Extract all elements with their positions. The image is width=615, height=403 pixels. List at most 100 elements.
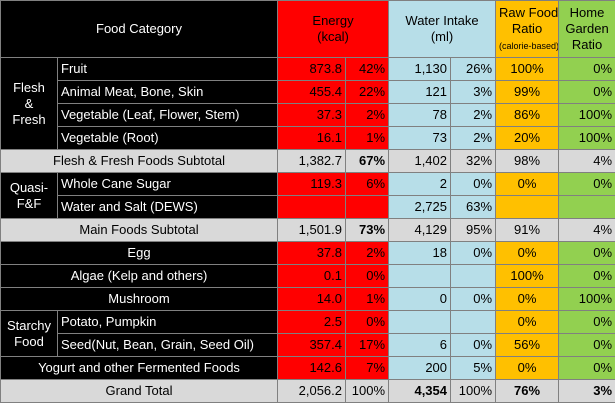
table-row-grand-total: Grand Total 2,056.2 100% 4,354 100% 76% … <box>0 379 615 403</box>
water-percent: 95% <box>450 218 497 242</box>
group-flesh-line3: Fresh <box>12 111 46 127</box>
water-value: 4,354 <box>388 379 452 403</box>
water-value <box>388 310 452 334</box>
energy-value: 1,501.9 <box>277 218 346 242</box>
energy-percent: 2% <box>344 241 390 265</box>
row-name: Vegetable (Root) <box>57 126 278 150</box>
home-ratio: 4% <box>558 218 615 242</box>
header-raw-line1: Raw Food <box>499 5 559 20</box>
row-name: Water and Salt (DEWS) <box>57 195 278 219</box>
energy-percent: 17% <box>344 333 390 357</box>
row-name: Flesh & Fresh Foods Subtotal <box>0 149 278 173</box>
row-name: Main Foods Subtotal <box>0 218 278 242</box>
water-value: 6 <box>388 333 452 357</box>
header-water-line1: Water Intake <box>405 13 479 28</box>
raw-ratio: 20% <box>495 126 560 150</box>
energy-percent: 0% <box>344 264 390 288</box>
energy-percent: 1% <box>344 126 390 150</box>
water-value: 200 <box>388 356 452 380</box>
home-ratio: 0% <box>558 310 615 334</box>
group-quasi-line1: Quasi- <box>9 179 49 195</box>
energy-percent: 22% <box>344 80 390 104</box>
energy-percent: 0% <box>344 310 390 334</box>
home-ratio: 100% <box>558 287 615 311</box>
water-percent <box>450 310 497 334</box>
water-percent: 63% <box>450 195 497 219</box>
row-name: Algae (Kelp and others) <box>0 264 278 288</box>
energy-value: 455.4 <box>277 80 346 104</box>
raw-ratio: 0% <box>495 287 560 311</box>
header-water-intake: Water Intake (ml) <box>388 0 497 58</box>
header-water-line2: (ml) <box>430 29 454 44</box>
water-value: 18 <box>388 241 452 265</box>
header-row: Food Category Energy (kcal) Water Intake… <box>0 0 615 58</box>
raw-ratio: 56% <box>495 333 560 357</box>
header-food-category: Food Category <box>0 0 278 58</box>
water-percent: 2% <box>450 103 497 127</box>
header-raw-line2: Ratio <box>511 21 543 36</box>
energy-value: 37.8 <box>277 241 346 265</box>
home-ratio: 0% <box>558 241 615 265</box>
home-ratio: 100% <box>558 126 615 150</box>
table-row-seed: Seed(Nut, Bean, Grain, Seed Oil) 357.4 1… <box>1 333 615 357</box>
energy-percent: 67% <box>344 149 390 173</box>
energy-percent: 42% <box>344 57 390 81</box>
water-value: 0 <box>388 287 452 311</box>
energy-percent: 7% <box>344 356 390 380</box>
row-name: Whole Cane Sugar <box>57 172 278 196</box>
header-home-line1: Home <box>569 5 605 20</box>
energy-value: 142.6 <box>277 356 346 380</box>
header-home-garden-ratio: Home Garden Ratio <box>558 0 615 58</box>
table-row-fruit: Flesh & Fresh Fruit 873.8 42% 1,130 26% … <box>0 57 615 150</box>
table-row-animal: Animal Meat, Bone, Skin 455.4 22% 121 3%… <box>1 80 615 104</box>
row-name: Grand Total <box>0 379 278 403</box>
water-value: 2 <box>388 172 452 196</box>
water-value: 121 <box>388 80 452 104</box>
home-ratio: 3% <box>558 379 615 403</box>
home-ratio: 0% <box>558 80 615 104</box>
row-name: Egg <box>0 241 278 265</box>
header-energy-line2: (kcal) <box>317 29 349 44</box>
raw-ratio: 86% <box>495 103 560 127</box>
energy-value: 119.3 <box>277 172 346 196</box>
energy-value: 873.8 <box>277 57 346 81</box>
table-row-main-foods-subtotal: Main Foods Subtotal 1,501.9 73% 4,129 95… <box>0 218 615 242</box>
water-value: 1,402 <box>388 149 452 173</box>
group-starchy-line1: Starchy <box>6 317 52 333</box>
energy-value: 37.3 <box>277 103 346 127</box>
water-percent: 0% <box>450 241 497 265</box>
home-ratio: 0% <box>558 172 615 196</box>
water-value: 1,130 <box>388 57 452 81</box>
energy-percent <box>344 195 390 219</box>
group-flesh-fresh: Flesh & Fresh <box>0 57 58 150</box>
energy-value: 14.0 <box>277 287 346 311</box>
table-row-flesh-fresh-subtotal: Flesh & Fresh Foods Subtotal 1,382.7 67%… <box>0 149 615 173</box>
water-percent: 2% <box>450 126 497 150</box>
row-name: Seed(Nut, Bean, Grain, Seed Oil) <box>57 333 278 357</box>
group-starchy-line2: Food <box>14 333 44 349</box>
water-value: 4,129 <box>388 218 452 242</box>
raw-ratio: 0% <box>495 172 560 196</box>
water-percent: 0% <box>450 172 497 196</box>
raw-ratio: 100% <box>495 264 560 288</box>
header-home-line3: Ratio <box>571 37 603 52</box>
water-value: 73 <box>388 126 452 150</box>
energy-percent: 73% <box>344 218 390 242</box>
header-raw-food-ratio: Raw Food Ratio (calorie-based) <box>495 0 560 58</box>
energy-value: 1,382.7 <box>277 149 346 173</box>
water-percent: 0% <box>450 287 497 311</box>
table-row-vegetable-root: Vegetable (Root) 16.1 1% 73 2% 20% 100% <box>1 126 615 150</box>
table-row-mushroom: Mushroom 14.0 1% 0 0% 0% 100% <box>0 287 615 311</box>
raw-ratio: 99% <box>495 80 560 104</box>
water-value: 78 <box>388 103 452 127</box>
header-raw-line3: (calorie-based) <box>499 41 559 51</box>
group-quasi-ff: Quasi- F&F <box>0 172 58 219</box>
table-row-whole-cane-sugar: Quasi- F&F Whole Cane Sugar 119.3 6% 2 0… <box>0 172 615 219</box>
raw-ratio: 0% <box>495 310 560 334</box>
water-percent: 26% <box>450 57 497 81</box>
group-quasi-line2: F&F <box>16 195 42 211</box>
row-name: Mushroom <box>0 287 278 311</box>
home-ratio: 0% <box>558 57 615 81</box>
water-percent <box>450 264 497 288</box>
